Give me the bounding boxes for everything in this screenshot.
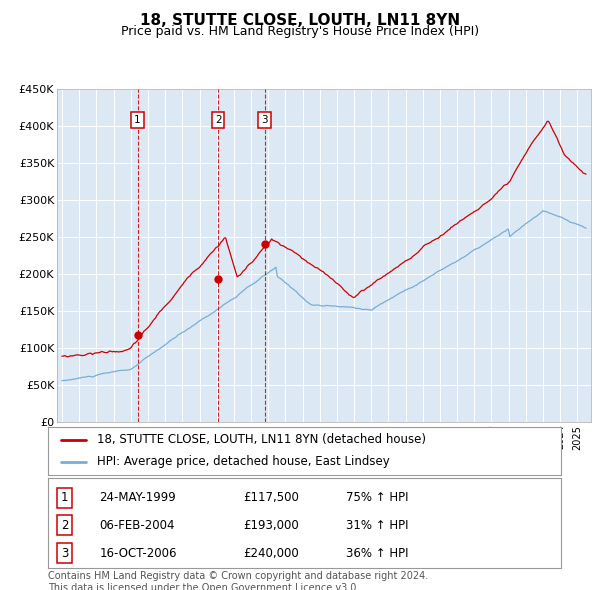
Text: 3: 3	[261, 115, 268, 125]
Text: 31% ↑ HPI: 31% ↑ HPI	[346, 519, 408, 532]
Text: £240,000: £240,000	[243, 547, 299, 560]
Text: 2: 2	[61, 519, 68, 532]
Text: 06-FEB-2004: 06-FEB-2004	[100, 519, 175, 532]
Text: £117,500: £117,500	[243, 491, 299, 504]
Text: 16-OCT-2006: 16-OCT-2006	[100, 547, 177, 560]
Text: Contains HM Land Registry data © Crown copyright and database right 2024.
This d: Contains HM Land Registry data © Crown c…	[48, 571, 428, 590]
Text: 75% ↑ HPI: 75% ↑ HPI	[346, 491, 408, 504]
Text: 24-MAY-1999: 24-MAY-1999	[100, 491, 176, 504]
Text: 1: 1	[134, 115, 141, 125]
Text: 3: 3	[61, 547, 68, 560]
Text: 2: 2	[215, 115, 221, 125]
Text: £193,000: £193,000	[243, 519, 299, 532]
Text: HPI: Average price, detached house, East Lindsey: HPI: Average price, detached house, East…	[97, 455, 389, 468]
Text: 18, STUTTE CLOSE, LOUTH, LN11 8YN (detached house): 18, STUTTE CLOSE, LOUTH, LN11 8YN (detac…	[97, 433, 426, 446]
Text: 1: 1	[61, 491, 68, 504]
Text: 18, STUTTE CLOSE, LOUTH, LN11 8YN: 18, STUTTE CLOSE, LOUTH, LN11 8YN	[140, 13, 460, 28]
Text: 36% ↑ HPI: 36% ↑ HPI	[346, 547, 408, 560]
Text: Price paid vs. HM Land Registry's House Price Index (HPI): Price paid vs. HM Land Registry's House …	[121, 25, 479, 38]
